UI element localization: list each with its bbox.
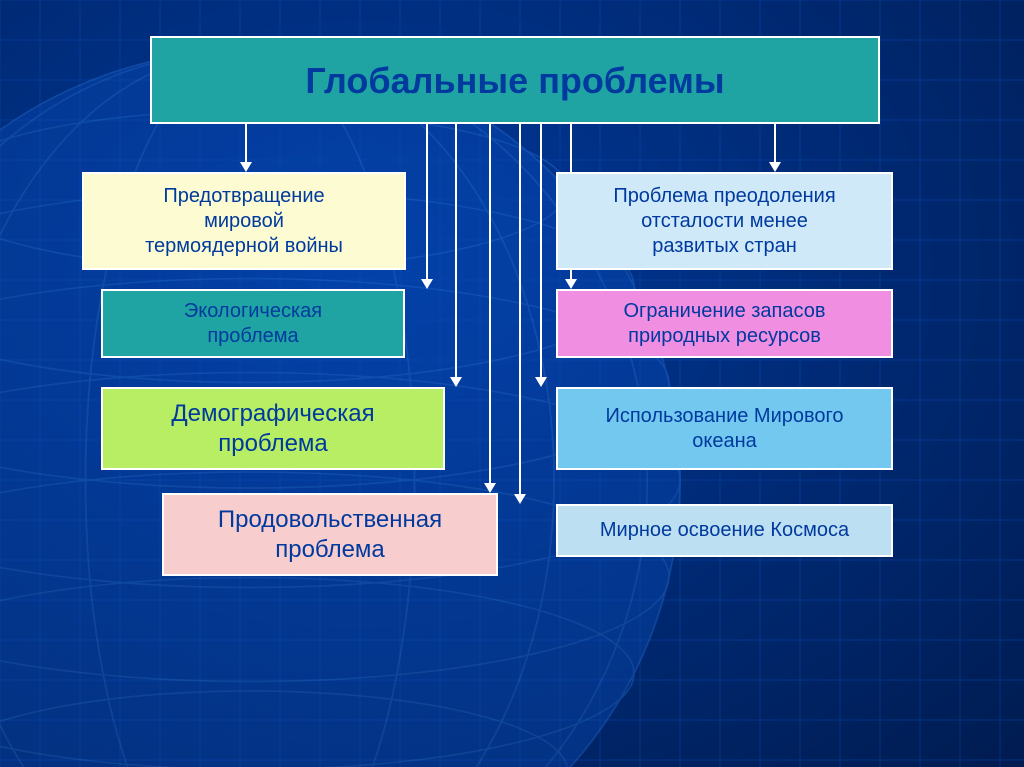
child-box-demography: Демографическая проблема (101, 387, 445, 470)
child-box-ecology: Экологическая проблема (101, 289, 405, 358)
child-label: Использование Мирового океана (605, 404, 843, 454)
child-box-war: Предотвращение мировой термоядерной войн… (82, 172, 406, 270)
child-label: Демографическая проблема (171, 399, 374, 459)
child-label: Мирное освоение Космоса (600, 518, 849, 543)
diagram-stage: Глобальные проблемы Предотвращение миров… (0, 0, 1024, 767)
root-box: Глобальные проблемы (150, 36, 880, 124)
child-label: Предотвращение мировой термоядерной войн… (145, 184, 343, 259)
root-label: Глобальные проблемы (305, 58, 724, 103)
child-label: Экологическая проблема (184, 299, 322, 349)
child-box-food: Продовольственная проблема (162, 493, 498, 576)
child-box-space: Мирное освоение Космоса (556, 504, 893, 557)
child-box-ocean: Использование Мирового океана (556, 387, 893, 470)
child-label: Проблема преодоления отсталости менее ра… (613, 184, 835, 259)
child-label: Продовольственная проблема (218, 505, 442, 565)
child-box-backwardness: Проблема преодоления отсталости менее ра… (556, 172, 893, 270)
child-label: Ограничение запасов природных ресурсов (624, 299, 826, 349)
child-box-resources: Ограничение запасов природных ресурсов (556, 289, 893, 358)
